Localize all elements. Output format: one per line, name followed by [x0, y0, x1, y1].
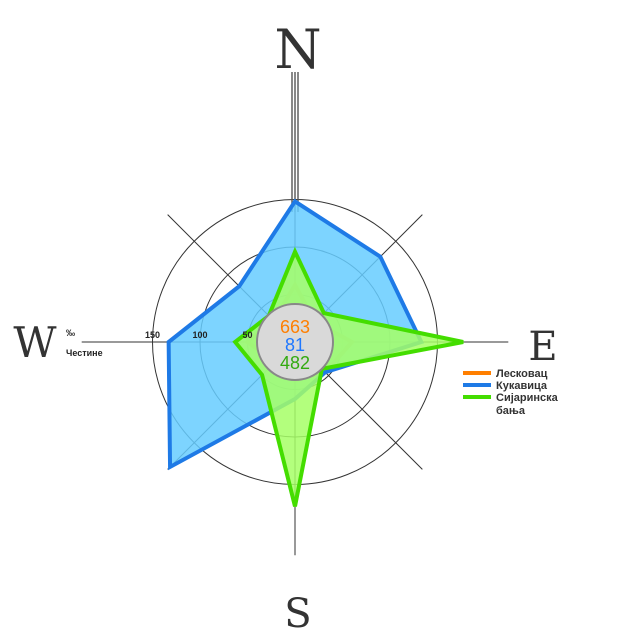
calm-value-0: 663	[280, 317, 310, 337]
axis-labels: 50 100 150 N E S W ‰ Честине	[13, 18, 557, 637]
data-point-2-n	[294, 251, 296, 253]
calm-value-2: 482	[280, 353, 310, 373]
compass-label-east: E	[528, 324, 557, 370]
data-point-2-s	[294, 505, 296, 507]
calm-circle	[256, 303, 334, 381]
ring-label-1: 100	[192, 330, 207, 340]
compass-label-west: W	[13, 318, 57, 367]
data-point-2-w	[234, 341, 236, 343]
frequency-label: Честине	[66, 348, 103, 358]
calm-value-1: 81	[285, 335, 305, 355]
ring-label-0: 50	[242, 330, 252, 340]
data-point-1-ne	[379, 256, 381, 258]
data-point-1-n	[294, 200, 296, 202]
compass-label-south: S	[284, 591, 311, 637]
ring-label-2: 150	[145, 330, 160, 340]
legend-label-0: Лесковац	[496, 368, 548, 380]
unit-label: ‰	[66, 328, 75, 338]
data-point-2-e	[462, 341, 464, 343]
data-point-2-sw	[261, 374, 263, 376]
data-point-2-ne	[323, 312, 325, 314]
data-point-1-nw	[238, 285, 240, 287]
legend-label-2-line-1: бања	[496, 405, 526, 417]
legend-label-1: Кукавица	[496, 380, 548, 392]
data-point-1-se	[324, 371, 326, 373]
data-point-1-w	[168, 341, 170, 343]
compass-label-north: N	[274, 18, 321, 81]
data-point-1-sw	[169, 466, 171, 468]
legend-label-2: Сијаринска	[496, 392, 559, 404]
